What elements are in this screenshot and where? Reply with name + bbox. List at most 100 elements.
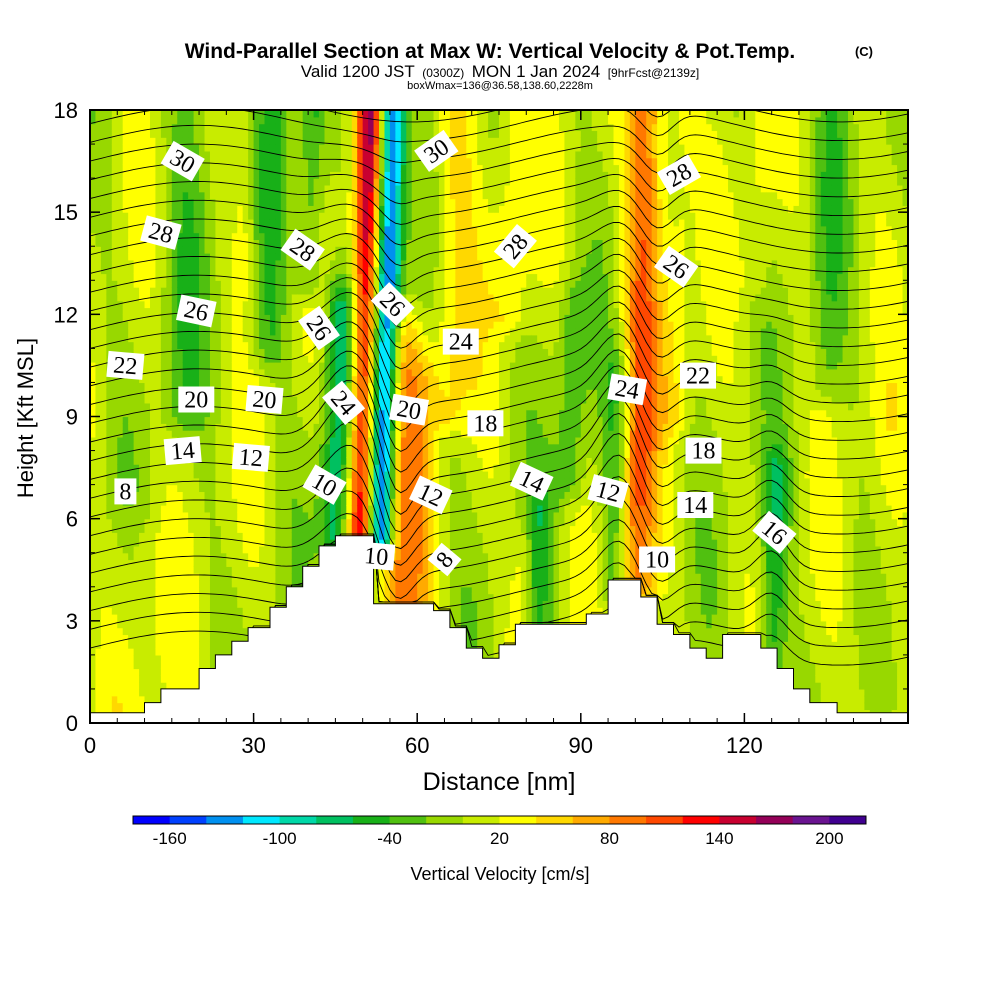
w-cell [373, 402, 380, 411]
w-cell [215, 518, 222, 527]
w-cell [188, 198, 195, 206]
w-cell [215, 110, 222, 118]
w-cell [242, 579, 249, 588]
w-cell [319, 239, 326, 247]
w-cell [335, 191, 342, 200]
w-cell [177, 266, 184, 275]
w-cell [308, 491, 315, 499]
w-cell [313, 191, 320, 200]
w-cell [171, 280, 178, 288]
w-cell [144, 593, 151, 601]
w-cell [160, 184, 167, 193]
w-cell [177, 593, 184, 601]
w-cell [199, 443, 206, 452]
w-cell [379, 225, 386, 234]
w-cell [286, 457, 293, 465]
w-cell [308, 144, 315, 152]
w-cell [335, 327, 342, 336]
w-cell [384, 110, 391, 118]
w-cell [286, 355, 293, 363]
w-cell [111, 539, 118, 547]
w-cell [171, 566, 178, 574]
w-cell [280, 396, 287, 404]
w-cell [280, 232, 287, 241]
w-cell [133, 253, 140, 261]
w-cell [297, 525, 304, 533]
w-cell [117, 457, 124, 465]
w-cell [379, 137, 386, 145]
w-cell [308, 110, 315, 118]
w-cell [111, 593, 118, 601]
w-cell [280, 579, 287, 588]
w-cell [193, 137, 200, 145]
w-cell [100, 607, 107, 615]
w-cell [209, 634, 217, 642]
w-cell [248, 532, 255, 540]
w-cell [308, 450, 315, 458]
w-cell [106, 157, 113, 166]
w-cell [215, 144, 222, 152]
w-cell [297, 511, 304, 520]
w-cell [139, 620, 146, 629]
w-cell [373, 116, 380, 125]
w-cell [155, 573, 162, 581]
w-cell [128, 511, 135, 520]
w-cell [373, 327, 380, 336]
w-cell [128, 654, 135, 663]
w-cell [133, 300, 140, 309]
w-cell [248, 327, 255, 336]
w-cell [253, 110, 260, 118]
w-cell [182, 586, 189, 595]
w-cell [379, 144, 386, 152]
w-cell [340, 239, 347, 247]
w-cell [166, 511, 173, 520]
w-cell [204, 559, 211, 567]
w-cell [204, 184, 211, 193]
w-cell [308, 443, 315, 452]
w-cell [171, 498, 178, 506]
w-cell [253, 423, 260, 431]
w-cell [117, 525, 124, 533]
w-cell [166, 464, 173, 472]
w-cell [280, 157, 287, 166]
w-cell [313, 389, 320, 397]
w-cell [182, 341, 189, 349]
w-cell [253, 253, 260, 261]
w-cell [226, 341, 233, 349]
w-cell [149, 246, 157, 254]
w-cell [237, 382, 244, 390]
w-cell [275, 525, 282, 533]
w-cell [215, 253, 222, 261]
w-cell [237, 511, 244, 520]
w-cell [286, 389, 293, 397]
w-cell [242, 273, 249, 281]
w-cell [199, 368, 206, 377]
w-cell [193, 232, 200, 241]
w-cell [379, 477, 386, 486]
w-cell [155, 266, 162, 275]
w-cell [226, 518, 233, 527]
w-cell [297, 348, 304, 356]
w-cell [384, 484, 391, 493]
w-cell [264, 171, 271, 179]
w-cell [128, 144, 135, 152]
w-cell [188, 130, 195, 138]
w-cell [133, 321, 140, 329]
w-cell [204, 218, 211, 227]
w-cell [389, 532, 396, 540]
w-cell [362, 116, 369, 125]
w-cell [209, 212, 217, 220]
w-cell [199, 110, 206, 118]
w-cell [160, 178, 167, 186]
w-cell [286, 307, 293, 315]
w-cell [155, 682, 162, 690]
w-cell [340, 137, 347, 145]
w-cell [242, 239, 249, 247]
w-cell [160, 505, 167, 513]
w-cell [291, 259, 298, 268]
w-cell [291, 566, 298, 574]
w-cell [248, 607, 255, 615]
w-cell [379, 266, 386, 275]
w-cell [231, 253, 238, 261]
w-cell [139, 307, 146, 315]
